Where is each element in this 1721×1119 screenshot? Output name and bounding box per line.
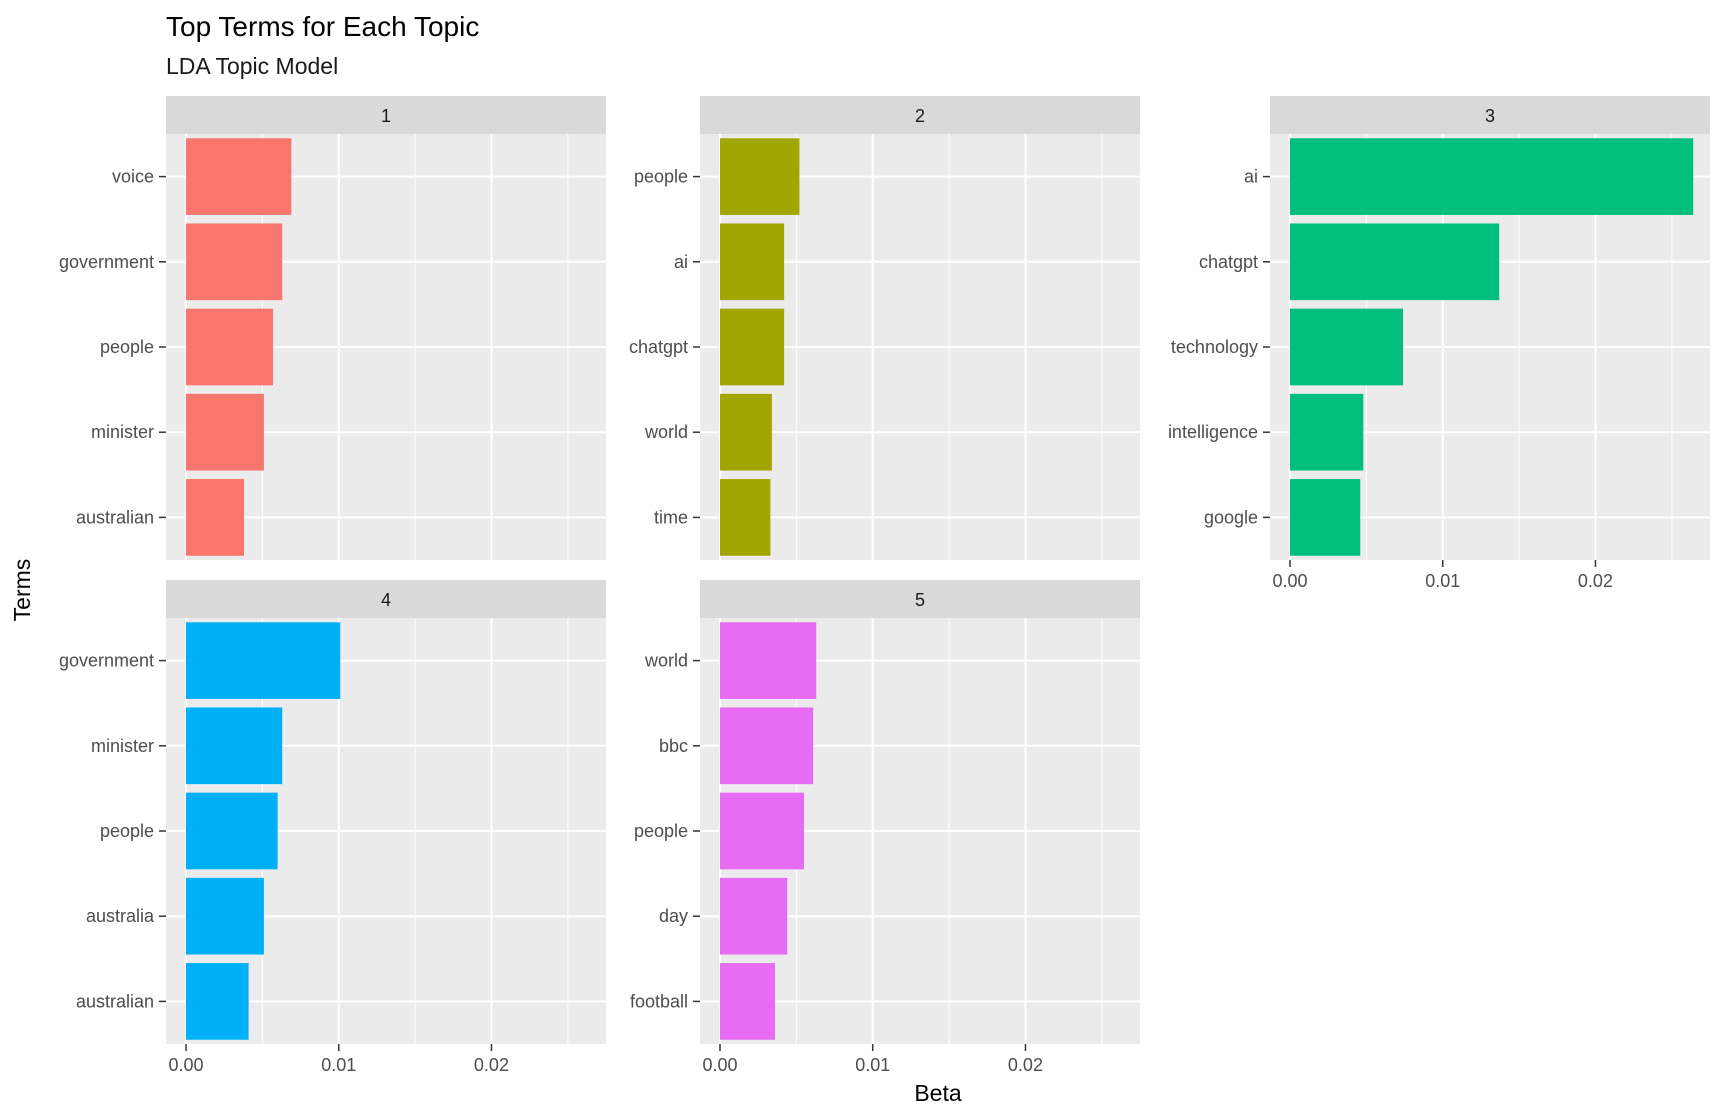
y-tick-label: day xyxy=(659,906,688,926)
facet-panel-1: 1 voice government people minister australian xyxy=(59,96,606,560)
facet-strip-label: 4 xyxy=(381,590,391,610)
facet-strip-label: 1 xyxy=(381,106,391,126)
y-axis-title: Terms xyxy=(9,559,35,622)
y-tick-label: intelligence xyxy=(1168,422,1258,442)
y-tick-label: australia xyxy=(86,906,155,926)
y-tick-label: government xyxy=(59,651,154,671)
bar-government xyxy=(186,223,283,301)
y-tick-label: people xyxy=(634,821,688,841)
bar-ai xyxy=(1290,138,1694,215)
y-tick-label: ai xyxy=(1244,167,1258,187)
y-tick-label: voice xyxy=(112,167,154,187)
x-tick-label: 0.00 xyxy=(168,1055,203,1075)
bar-people xyxy=(720,792,804,870)
bar-bbc xyxy=(720,707,814,785)
bar-google xyxy=(1290,479,1361,556)
x-tick-label: 0.01 xyxy=(1425,571,1460,591)
facet-panel-2: 2 people ai chatgpt world time xyxy=(629,96,1140,560)
y-tick-label: minister xyxy=(91,736,154,756)
y-tick-label: time xyxy=(654,507,688,527)
facet-strip xyxy=(700,580,1140,618)
y-tick-label: world xyxy=(644,651,688,671)
bar-time xyxy=(720,479,771,556)
bar-day xyxy=(720,877,788,955)
y-tick-label: world xyxy=(644,422,688,442)
bar-world xyxy=(720,622,817,699)
bar-intelligence xyxy=(1290,393,1364,471)
x-tick-label: 0.01 xyxy=(321,1055,356,1075)
x-axis-title: Beta xyxy=(914,1080,962,1106)
y-tick-label: people xyxy=(634,167,688,187)
x-tick-label: 0.02 xyxy=(474,1055,509,1075)
chart-title: Top Terms for Each Topic xyxy=(166,11,479,42)
bar-football xyxy=(720,963,775,1040)
bar-people xyxy=(720,138,800,215)
facet-strip-label: 5 xyxy=(915,590,925,610)
facet-strip xyxy=(166,96,606,134)
bar-minister xyxy=(186,393,264,471)
bar-technology xyxy=(1290,308,1404,386)
facet-strip xyxy=(700,96,1140,134)
facet-strip-label: 2 xyxy=(915,106,925,126)
bar-government xyxy=(186,622,341,699)
x-tick-label: 0.02 xyxy=(1578,571,1613,591)
y-tick-label: bbc xyxy=(659,736,688,756)
y-tick-label: people xyxy=(100,821,154,841)
facet-panel-5: 5 world bbc people day football 0.00 0.01 0.02 xyxy=(630,580,1140,1075)
y-tick-label: government xyxy=(59,252,154,272)
bar-people xyxy=(186,308,274,386)
y-tick-label: minister xyxy=(91,422,154,442)
chart-subtitle: LDA Topic Model xyxy=(166,53,338,79)
y-tick-label: football xyxy=(630,991,688,1011)
y-tick-label: google xyxy=(1204,507,1258,527)
bar-australia xyxy=(186,877,264,955)
y-tick-label: chatgpt xyxy=(1199,252,1258,272)
x-tick-label: 0.00 xyxy=(702,1055,737,1075)
x-tick-label: 0.02 xyxy=(1008,1055,1043,1075)
bar-australian xyxy=(186,479,245,556)
bar-people xyxy=(186,792,278,870)
facet-panel-4: 4 government minister people australia austra… xyxy=(59,580,606,1075)
x-tick-label: 0.01 xyxy=(855,1055,890,1075)
bar-ai xyxy=(720,223,785,301)
y-tick-label: technology xyxy=(1171,337,1258,357)
bar-chatgpt xyxy=(1290,223,1500,301)
bar-voice xyxy=(186,138,292,215)
y-tick-label: ai xyxy=(674,252,688,272)
y-tick-label: australian xyxy=(76,991,154,1011)
facet-strip-label: 3 xyxy=(1485,106,1495,126)
y-tick-label: chatgpt xyxy=(629,337,688,357)
y-tick-label: people xyxy=(100,337,154,357)
bar-minister xyxy=(186,707,283,785)
facet-strip xyxy=(1270,96,1710,134)
y-tick-label: australian xyxy=(76,507,154,527)
facet-panels: 1 voice government people minister australian… xyxy=(59,96,1710,1075)
bar-australian xyxy=(186,963,249,1040)
x-tick-label: 0.00 xyxy=(1272,571,1307,591)
facet-strip xyxy=(166,580,606,618)
facet-panel-3: 3 ai chatgpt technology intelligence google 0.… xyxy=(1168,96,1710,591)
bar-chatgpt xyxy=(720,308,785,386)
bar-world xyxy=(720,393,772,471)
